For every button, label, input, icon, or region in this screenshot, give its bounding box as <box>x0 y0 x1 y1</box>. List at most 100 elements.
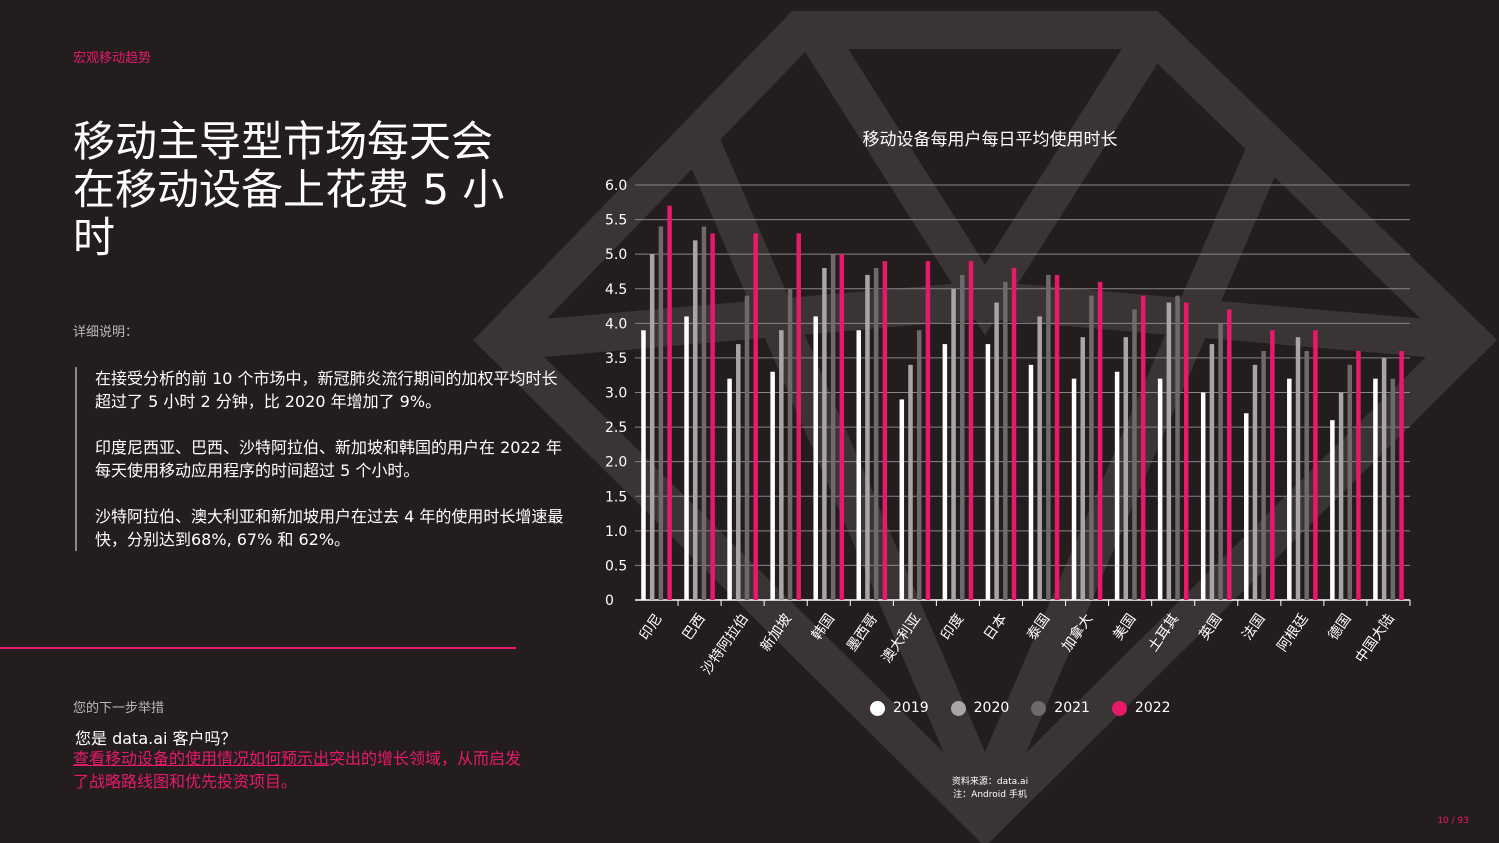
bar-2022-美国 <box>1140 295 1146 600</box>
bar-2019-日本 <box>985 344 991 600</box>
bar-2022-新加坡 <box>796 233 801 600</box>
bar-2021-日本 <box>1003 281 1008 600</box>
next-steps-label: 您的下一步举措 <box>73 701 165 716</box>
bar-2022-墨西哥 <box>882 261 888 600</box>
bar-chart: 0 0.5 1.0 1.5 2.0 2.5 3.0 3.5 4.0 4.5 5.0 5.5 6.0 印尼巴… <box>605 178 1411 678</box>
x-tick-label: 德国 <box>1326 611 1355 643</box>
y-tick-label: 2.5 <box>605 420 627 436</box>
bar-2020-墨西哥 <box>865 274 870 600</box>
bar-2020-德国 <box>1338 392 1344 600</box>
x-tick-label: 阿根廷 <box>1274 611 1311 655</box>
bar-2019-墨西哥 <box>856 330 862 600</box>
bar-2021-巴西 <box>701 226 707 600</box>
legend-item-2019: 2019 <box>870 700 929 716</box>
bar-2020-中国大陆 <box>1381 357 1387 600</box>
bar-2022-加拿大 <box>1097 281 1103 600</box>
x-tick-label: 新加坡 <box>758 611 795 655</box>
bar-2020-印尼 <box>649 254 655 600</box>
bar-2021-韩国 <box>830 254 836 600</box>
bar-2022-沙特阿拉伯 <box>753 233 758 600</box>
bar-2020-法国 <box>1252 364 1258 600</box>
bullet-item: 沙特阿拉伯、澳大利亚和新加坡用户在过去 4 年的使用时长增速最快，分别达到68%… <box>95 507 564 549</box>
bar-2021-澳大利亚 <box>916 330 922 600</box>
bar-2020-加拿大 <box>1080 337 1085 600</box>
bar-2019-中国大陆 <box>1373 378 1378 600</box>
bar-2022-日本 <box>1011 268 1017 600</box>
bar-2019-澳大利亚 <box>899 399 905 600</box>
y-tick-label: 0 <box>605 593 614 609</box>
y-tick-label: 5.5 <box>605 213 627 229</box>
x-tick-label: 墨西哥 <box>844 611 881 655</box>
bullet-list: 在接受分析的前 10 个市场中，新冠肺炎流行期间的加权平均时长超过了 5 小时 … <box>75 367 565 551</box>
bar-2020-土耳其 <box>1166 302 1172 600</box>
bar-2019-巴西 <box>684 316 689 600</box>
legend-item-2021: 2021 <box>1031 700 1090 716</box>
bar-2020-沙特阿拉伯 <box>736 344 741 600</box>
cta-link[interactable]: 查看移动设备的使用情况如何预示出 <box>73 749 330 768</box>
customer-question: 您是 data.ai 客户吗？ <box>75 729 237 748</box>
bar-2019-阿根廷 <box>1287 378 1292 600</box>
bar-2020-巴西 <box>692 240 698 600</box>
legend-swatch-2020 <box>950 700 966 716</box>
bar-2022-法国 <box>1270 330 1275 600</box>
bar-2022-中国大陆 <box>1399 351 1404 600</box>
bar-2020-阿根廷 <box>1295 337 1301 600</box>
page-number: 10 / 93 <box>1437 816 1469 826</box>
bar-2019-英国 <box>1200 392 1206 600</box>
bar-2020-印度 <box>951 288 956 600</box>
bar-2020-泰国 <box>1037 316 1042 600</box>
bar-2019-印度 <box>942 344 948 600</box>
x-tick-label: 泰国 <box>1024 611 1053 643</box>
legend-label-2019: 2019 <box>893 700 929 716</box>
x-tick-label: 土耳其 <box>1145 611 1182 655</box>
bar-2022-阿根廷 <box>1313 330 1318 600</box>
bar-2021-印尼 <box>658 226 664 600</box>
x-tick-label: 加拿大 <box>1058 611 1096 655</box>
bar-2022-澳大利亚 <box>925 261 931 600</box>
bar-2019-新加坡 <box>770 371 775 600</box>
y-tick-label: 4.0 <box>605 316 627 332</box>
y-tick-label: 3.0 <box>605 386 627 402</box>
legend-swatch-2022 <box>1111 700 1127 716</box>
y-tick-label: 6.0 <box>605 178 627 194</box>
x-tick-label: 印度 <box>938 611 967 643</box>
divider <box>0 647 516 649</box>
page-title: 移动主导型市场每天会在移动设备上花费 5 小时 <box>73 117 505 262</box>
bar-2021-墨西哥 <box>873 268 879 600</box>
bar-2022-印度 <box>968 261 974 600</box>
bar-2022-土耳其 <box>1183 302 1189 600</box>
source-note: 资料来源：data.ai 注：Android 手机 <box>905 776 1075 802</box>
bar-2021-沙特阿拉伯 <box>744 295 750 600</box>
x-tick-label: 英国 <box>1196 611 1226 644</box>
cta-rest: 突出的增长领域，从而启发了战略路线图和优先投资项目。 <box>73 749 522 791</box>
bar-2020-新加坡 <box>779 330 784 600</box>
bar-2019-法国 <box>1244 413 1249 600</box>
y-tick-label: 1.0 <box>605 524 627 540</box>
bullet-item: 在接受分析的前 10 个市场中，新冠肺炎流行期间的加权平均时长超过了 5 小时 … <box>95 369 558 411</box>
bar-2021-德国 <box>1347 364 1353 600</box>
y-tick-label: 5.0 <box>605 247 627 263</box>
bar-2021-土耳其 <box>1175 295 1180 600</box>
legend-item-2022: 2022 <box>1111 700 1171 716</box>
legend-swatch-2019 <box>870 700 885 716</box>
bar-2022-德国 <box>1356 351 1361 600</box>
legend-label-2022: 2022 <box>1134 700 1171 716</box>
bar-2021-美国 <box>1132 309 1137 600</box>
bar-2020-日本 <box>994 302 999 600</box>
detail-label: 详细说明： <box>73 325 139 340</box>
bar-2021-法国 <box>1261 351 1266 600</box>
bar-2019-泰国 <box>1028 364 1034 600</box>
cta-text: 查看移动设备的使用情况如何预示出突出的增长领域，从而启发了战略路线图和优先投资项… <box>73 747 533 793</box>
bar-2021-泰国 <box>1046 274 1051 600</box>
bar-2021-中国大陆 <box>1390 378 1396 600</box>
bar-2019-加拿大 <box>1071 378 1077 600</box>
source-line: 资料来源：data.ai <box>951 777 1029 787</box>
bar-2021-印度 <box>960 274 965 600</box>
bar-2020-澳大利亚 <box>908 364 913 600</box>
y-tick-label: 4.5 <box>605 282 627 298</box>
bar-2019-韩国 <box>813 316 818 600</box>
y-tick-label: 2.0 <box>605 455 627 471</box>
bar-2022-印尼 <box>667 205 672 600</box>
bar-2019-土耳其 <box>1157 378 1163 600</box>
legend-swatch-2021 <box>1031 700 1047 716</box>
